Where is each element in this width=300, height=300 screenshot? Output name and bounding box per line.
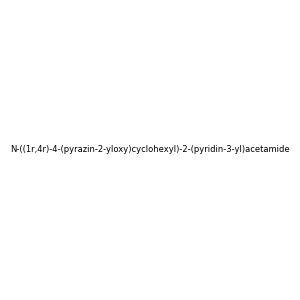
Text: N-((1r,4r)-4-(pyrazin-2-yloxy)cyclohexyl)-2-(pyridin-3-yl)acetamide: N-((1r,4r)-4-(pyrazin-2-yloxy)cyclohexyl… xyxy=(10,146,290,154)
